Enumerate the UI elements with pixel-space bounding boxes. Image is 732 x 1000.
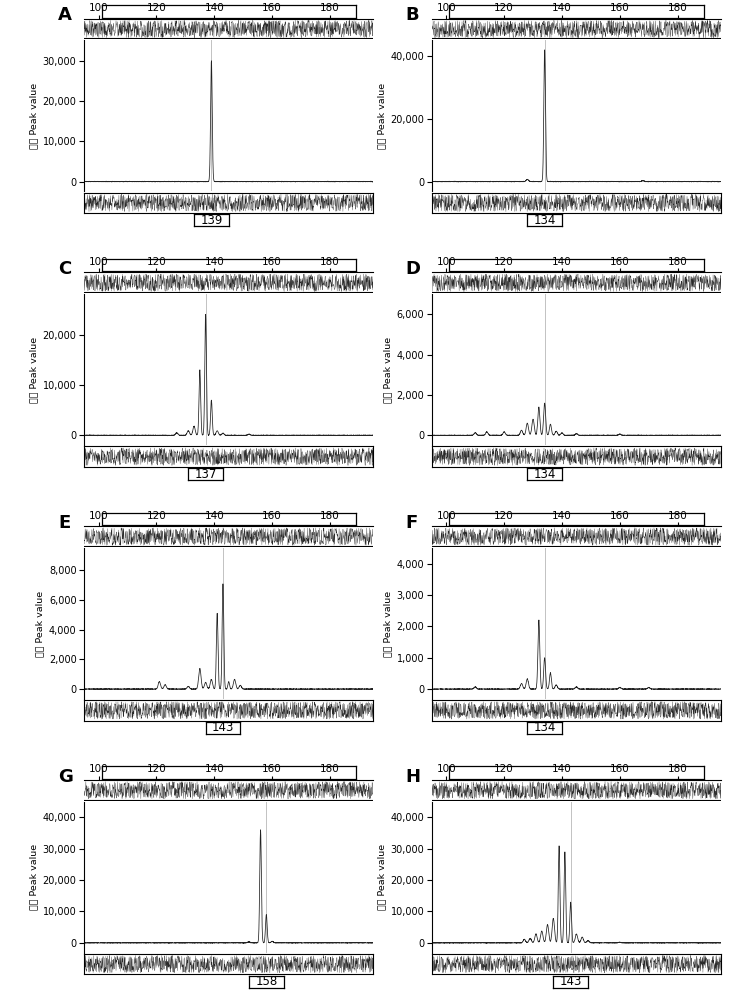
Text: 158: 158 xyxy=(255,975,277,988)
Text: E: E xyxy=(58,514,70,532)
Text: D: D xyxy=(406,260,421,278)
Y-axis label: 峰值 Peak value: 峰值 Peak value xyxy=(29,83,39,149)
Text: H: H xyxy=(406,768,421,786)
Text: 134: 134 xyxy=(534,468,556,481)
Y-axis label: 峰值 Peak value: 峰值 Peak value xyxy=(384,337,392,403)
Text: 139: 139 xyxy=(201,214,223,227)
Text: 143: 143 xyxy=(212,721,234,734)
Text: 134: 134 xyxy=(534,214,556,227)
Text: G: G xyxy=(58,768,73,786)
Y-axis label: 峰值 Peak value: 峰值 Peak value xyxy=(36,590,45,657)
Text: F: F xyxy=(406,514,418,532)
Y-axis label: 峰值 Peak value: 峰值 Peak value xyxy=(29,337,39,403)
Text: B: B xyxy=(406,6,419,24)
Y-axis label: 峰值 Peak value: 峰值 Peak value xyxy=(377,83,386,149)
Text: 143: 143 xyxy=(559,975,582,988)
Text: A: A xyxy=(58,6,72,24)
Text: 134: 134 xyxy=(534,721,556,734)
Y-axis label: 峰值 Peak value: 峰值 Peak value xyxy=(29,844,39,910)
Text: 137: 137 xyxy=(195,468,217,481)
Text: C: C xyxy=(58,260,72,278)
Y-axis label: 峰值 Peak value: 峰值 Peak value xyxy=(384,590,392,657)
Y-axis label: 峰值 Peak value: 峰值 Peak value xyxy=(377,844,386,910)
